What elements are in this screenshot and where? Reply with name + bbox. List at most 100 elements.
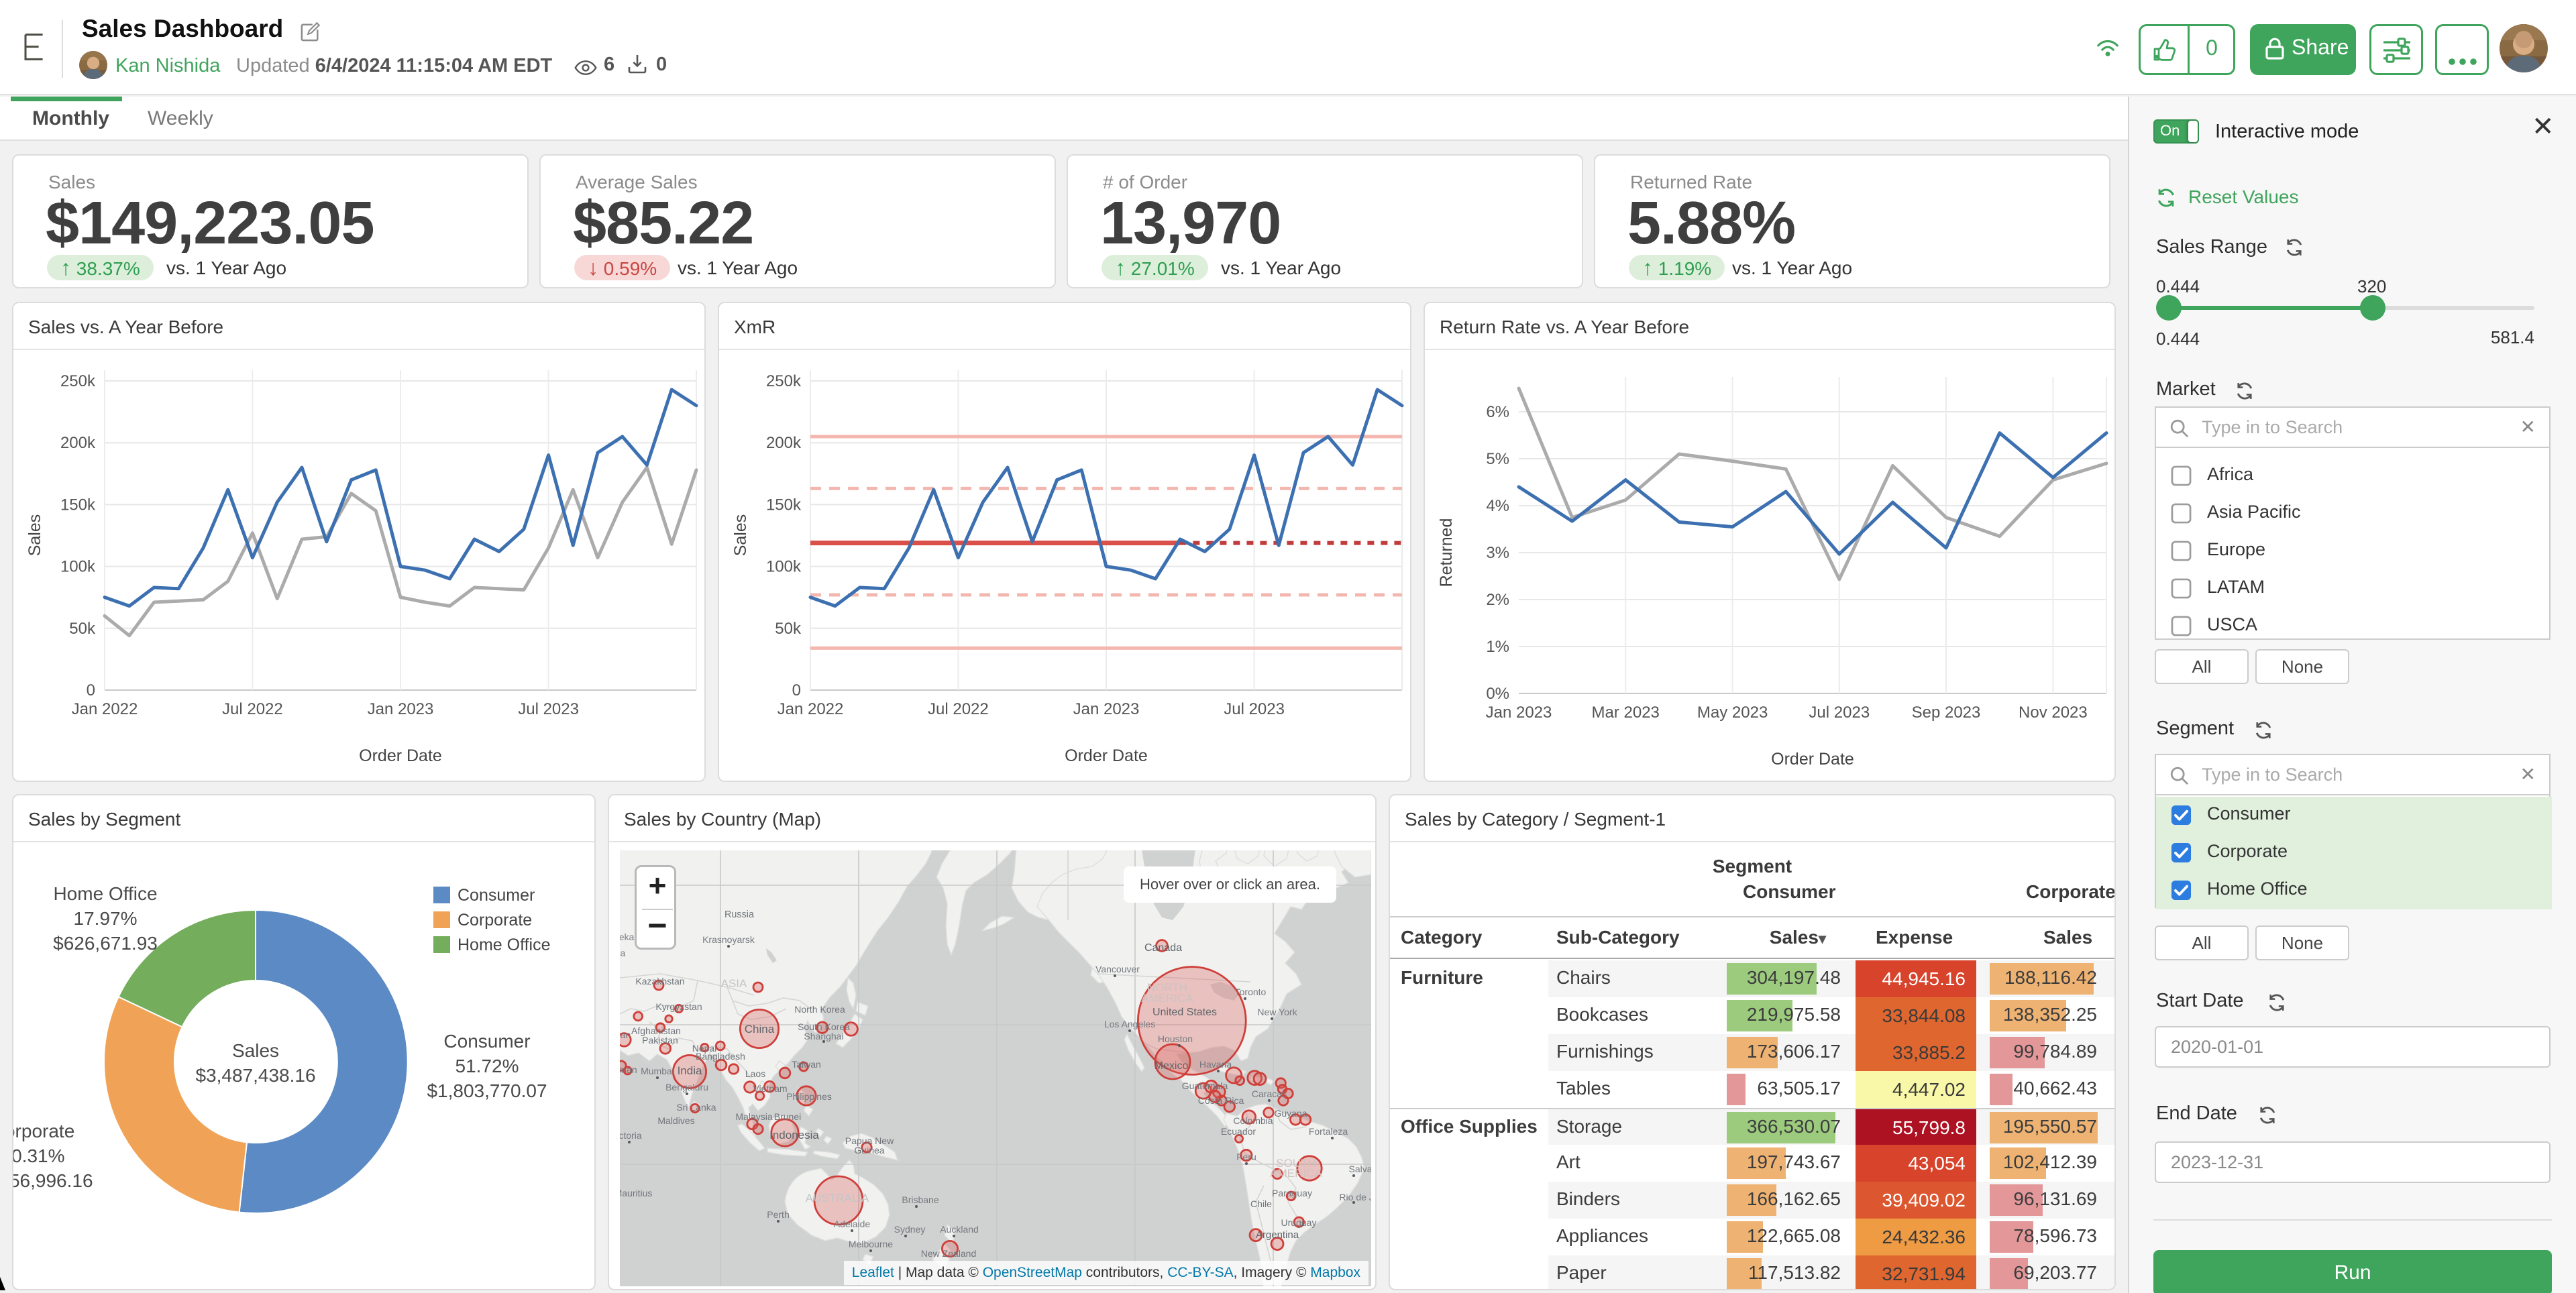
svg-text:Fortaleza: Fortaleza [1309,1126,1348,1137]
svg-text:Brunei: Brunei [774,1111,801,1122]
svg-text:Salva: Salva [1348,1164,1371,1174]
svg-text:Los Angeles: Los Angeles [1104,1019,1155,1029]
svg-text:Caracas: Caracas [1252,1088,1287,1099]
svg-text:Afghanistan: Afghanistan [631,1025,681,1036]
svg-text:North Korea: North Korea [794,1004,845,1015]
svg-text:Uruguay: Uruguay [1281,1217,1317,1228]
svg-text:ictoria: ictoria [620,1130,642,1141]
svg-text:0: 0 [792,681,801,699]
svg-text:Philippines: Philippines [786,1091,832,1102]
svg-text:250k: 250k [60,372,96,390]
svg-text:Sydney: Sydney [894,1224,926,1235]
svg-text:Russia: Russia [724,909,754,920]
svg-text:Krasnoyarsk: Krasnoyarsk [702,934,755,945]
svg-text:$1,056,996.16: $1,056,996.16 [13,1170,93,1191]
svg-text:30.31%: 30.31% [13,1145,64,1166]
svg-text:Canada: Canada [1144,942,1182,954]
svg-text:New York: New York [1257,1007,1297,1017]
svg-text:Costa Rica: Costa Rica [1198,1095,1244,1106]
svg-text:man: man [620,1064,637,1075]
svg-text:Peru: Peru [1236,1151,1256,1162]
svg-text:1%: 1% [1486,638,1509,656]
svg-text:Vietnam: Vietnam [753,1083,787,1094]
svg-text:Corporate: Corporate [458,911,532,930]
svg-text:AUSTRALIA: AUSTRALIA [806,1192,869,1204]
svg-text:Indonesia: Indonesia [769,1129,819,1141]
svg-text:Adelaide: Adelaide [834,1219,871,1229]
svg-text:ra: ra [620,948,625,958]
svg-text:100k: 100k [766,558,802,576]
svg-text:Order Date: Order Date [1065,746,1148,765]
svg-text:NORTH: NORTH [1147,981,1187,994]
svg-text:Jan 2023: Jan 2023 [1486,704,1552,722]
svg-text:ASIA: ASIA [721,977,747,990]
svg-text:Melbourne: Melbourne [849,1239,893,1249]
svg-text:Sep 2023: Sep 2023 [1912,704,1981,722]
svg-text:Sales: Sales [731,514,750,557]
svg-text:ran: ran [620,1029,631,1040]
svg-text:Jul 2023: Jul 2023 [1224,700,1285,718]
svg-text:150k: 150k [766,496,802,514]
svg-text:17.97%: 17.97% [74,908,138,929]
svg-text:Nepal: Nepal [692,1043,717,1054]
svg-text:Jul 2022: Jul 2022 [222,700,283,718]
svg-text:Bangladesh: Bangladesh [696,1051,745,1062]
svg-text:Jan 2023: Jan 2023 [1073,700,1140,718]
svg-text:May 2023: May 2023 [1697,704,1768,722]
svg-text:Auckland: Auckland [940,1224,979,1235]
svg-text:Jul 2023: Jul 2023 [1809,704,1870,722]
svg-text:Ecuador: Ecuador [1221,1126,1256,1137]
svg-text:Guatemala: Guatemala [1182,1080,1228,1091]
svg-text:Perth: Perth [767,1209,789,1220]
svg-text:Jan 2022: Jan 2022 [72,700,138,718]
svg-text:Jul 2022: Jul 2022 [928,700,989,718]
svg-text:Houston: Houston [1158,1033,1193,1044]
svg-text:Order Date: Order Date [1771,750,1854,769]
svg-text:Havana: Havana [1199,1059,1232,1070]
svg-text:Papua New: Papua New [845,1135,894,1146]
svg-text:Mauritius: Mauritius [620,1188,652,1198]
svg-text:$3,487,438.16: $3,487,438.16 [195,1065,315,1086]
svg-text:Nov 2023: Nov 2023 [2019,704,2088,722]
svg-text:5%: 5% [1486,450,1509,468]
svg-text:Bengaluru: Bengaluru [665,1082,708,1092]
svg-text:AMERICA: AMERICA [1141,992,1193,1005]
svg-text:Consumer: Consumer [443,1031,530,1052]
svg-text:Shanghai: Shanghai [804,1031,843,1042]
svg-text:Order Date: Order Date [359,746,442,765]
svg-text:4%: 4% [1486,497,1509,515]
svg-text:0: 0 [87,681,95,699]
svg-text:3%: 3% [1486,544,1509,562]
svg-text:Home Office: Home Office [458,936,550,954]
svg-text:Sri Lanka: Sri Lanka [676,1102,716,1113]
svg-text:Home Office: Home Office [53,883,157,904]
svg-text:Consumer: Consumer [458,886,535,905]
svg-text:$1,803,770.07: $1,803,770.07 [427,1080,547,1101]
svg-text:Malaysia: Malaysia [735,1111,772,1122]
svg-text:SOUTH: SOUTH [1276,1157,1316,1170]
svg-text:Pakistan: Pakistan [642,1035,678,1046]
svg-text:$626,671.93: $626,671.93 [53,933,158,954]
svg-text:Toronto: Toronto [1235,987,1267,997]
svg-text:Taiwan: Taiwan [792,1059,821,1070]
svg-text:150k: 150k [60,496,96,514]
svg-text:6%: 6% [1486,403,1509,421]
svg-text:Returned: Returned [1437,518,1456,587]
svg-text:200k: 200k [60,434,96,452]
svg-text:United States: United States [1152,1007,1217,1018]
svg-text:New Zealand: New Zealand [921,1248,977,1259]
svg-text:Guyana: Guyana [1274,1108,1307,1119]
svg-text:India: India [678,1064,702,1077]
svg-text:South Korea: South Korea [798,1021,850,1032]
svg-text:China: China [745,1023,775,1035]
svg-text:Sales: Sales [232,1040,279,1061]
svg-text:2%: 2% [1486,591,1509,609]
svg-text:Paraguay: Paraguay [1272,1188,1312,1198]
svg-text:Kyrgyzstan: Kyrgyzstan [655,1001,702,1012]
svg-text:Yeka: Yeka [620,932,635,942]
svg-text:Corporate: Corporate [13,1121,74,1141]
svg-text:200k: 200k [766,434,802,452]
svg-text:Jan 2022: Jan 2022 [777,700,844,718]
svg-text:50k: 50k [69,620,96,638]
svg-text:100k: 100k [60,558,96,576]
